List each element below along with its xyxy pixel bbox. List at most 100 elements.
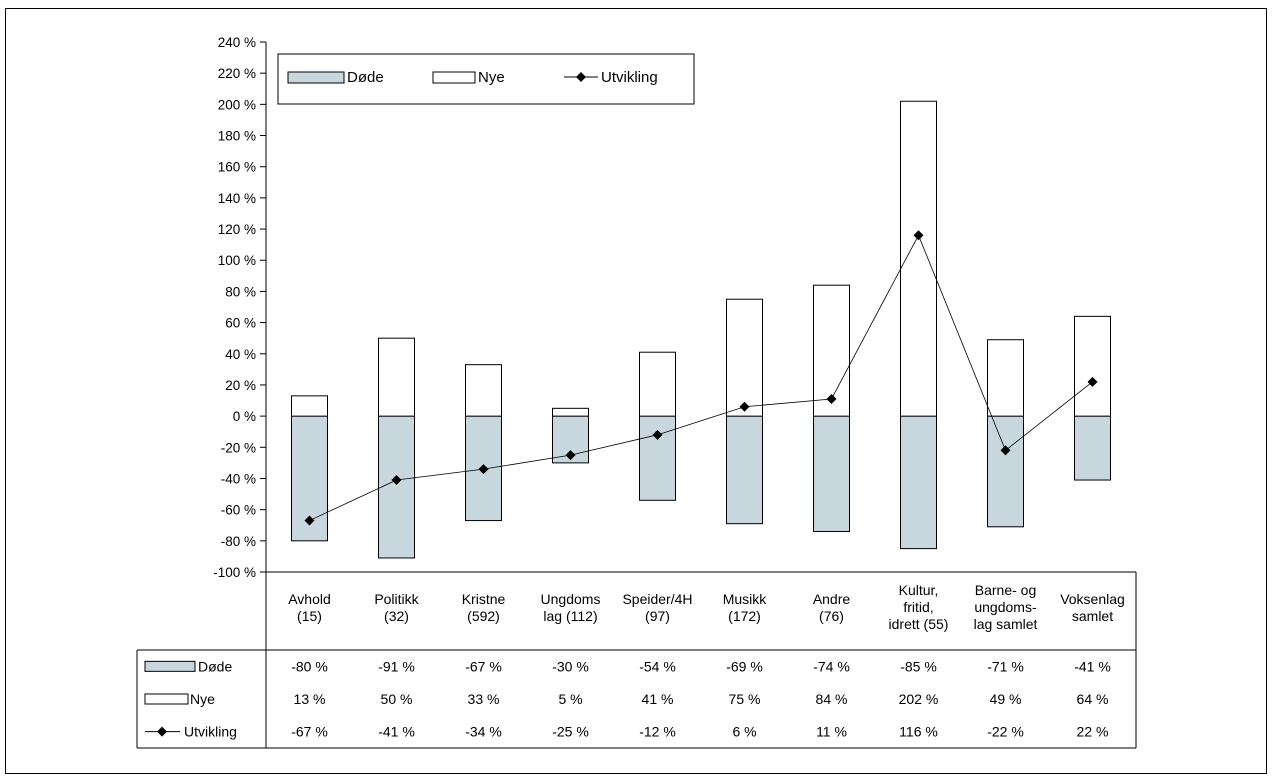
table-cell-utvikling: -12 %: [639, 724, 676, 740]
table-cell-dode: -80 %: [291, 658, 328, 674]
line-utvikling: [309, 234, 1093, 521]
category-label: Kultur,: [899, 582, 939, 598]
table-cell-nye: 33 %: [468, 691, 500, 707]
category-label: Avhold: [288, 591, 331, 607]
y-tick-label: -20 %: [221, 440, 256, 455]
category-label: Voksenlag: [1060, 591, 1125, 607]
table-cell-utvikling: -67 %: [291, 724, 328, 740]
category-label: ungdoms-: [974, 599, 1037, 615]
y-tick-label: -80 %: [221, 534, 256, 549]
category-label: (76): [819, 608, 844, 624]
y-tick-label: 60 %: [225, 316, 256, 331]
bar-nye: [552, 407, 589, 417]
y-tick-label: -40 %: [221, 471, 256, 486]
point-utvikling: [1000, 445, 1011, 456]
table-cell-utvikling: 6 %: [732, 724, 756, 740]
table-cell-dode: -91 %: [378, 658, 415, 674]
table-cell-dode: -54 %: [639, 658, 676, 674]
bar-dode: [378, 415, 415, 559]
bar-dode: [813, 415, 850, 532]
legend-swatch-nye: [432, 71, 476, 84]
table-cell-dode: -85 %: [900, 658, 937, 674]
category-label: Politikk: [374, 591, 419, 607]
y-tick-label: 0 %: [233, 409, 256, 424]
table-cell-nye: 50 %: [381, 691, 413, 707]
table-key-nye: [144, 693, 189, 705]
bar-nye: [378, 337, 415, 417]
point-utvikling: [826, 393, 837, 404]
table-cell-dode: -74 %: [813, 658, 850, 674]
y-tick-label: 160 %: [218, 160, 256, 175]
legend-swatch-dode: [287, 71, 345, 84]
category-label: (592): [467, 608, 500, 624]
point-utvikling: [304, 515, 315, 526]
bar-dode: [900, 415, 937, 550]
category-label: fritid,: [903, 599, 933, 615]
category-label: (97): [645, 608, 670, 624]
category-label: lag samlet: [974, 616, 1038, 632]
y-tick-label: 40 %: [225, 347, 256, 362]
table-cell-dode: -71 %: [987, 658, 1024, 674]
table-cell-nye: 41 %: [642, 691, 674, 707]
table-cell-utvikling: 116 %: [899, 724, 938, 740]
table-rowhead-utvikling: Utvikling: [184, 724, 237, 740]
point-utvikling: [478, 464, 489, 475]
bar-nye: [987, 339, 1024, 417]
table-cell-utvikling: -41 %: [378, 724, 415, 740]
point-utvikling: [1087, 376, 1098, 387]
table-cell-dode: -30 %: [552, 658, 589, 674]
table-cell-nye: 64 %: [1077, 691, 1109, 707]
table-cell-dode: -69 %: [726, 658, 763, 674]
table-rowhead-dode: Døde: [198, 658, 232, 674]
y-tick-label: 200 %: [218, 97, 256, 112]
category-label: (15): [297, 608, 322, 624]
bar-nye: [900, 100, 937, 417]
table-cell-utvikling: -25 %: [552, 724, 589, 740]
bar-nye: [726, 298, 763, 417]
table-key-marker-utvikling: [157, 726, 167, 737]
point-utvikling: [391, 475, 402, 486]
category-label: (172): [728, 608, 761, 624]
category-label: (32): [384, 608, 409, 624]
table-cell-utvikling: -22 %: [987, 724, 1024, 740]
point-utvikling: [652, 429, 663, 440]
bar-dode: [1074, 415, 1111, 481]
table-cell-nye: 49 %: [990, 691, 1022, 707]
table-cell-nye: 5 %: [558, 691, 582, 707]
y-tick-label: 240 %: [218, 35, 256, 50]
y-tick-label: 180 %: [218, 129, 256, 144]
y-tick-label: 20 %: [225, 378, 256, 393]
legend-label-dode: Døde: [347, 69, 384, 86]
table-cell-dode: -41 %: [1074, 658, 1111, 674]
legend-box: [277, 53, 695, 105]
chart-frame: [5, 8, 1267, 774]
table-cell-nye: 202 %: [899, 691, 939, 707]
table-cell-nye: 84 %: [816, 691, 848, 707]
table-cell-dode: -67 %: [465, 658, 502, 674]
table-cell-utvikling: 22 %: [1077, 724, 1109, 740]
bar-nye: [291, 395, 328, 417]
point-utvikling: [565, 450, 576, 461]
category-label: Barne- og: [975, 582, 1036, 598]
table-key-dode: [144, 660, 196, 672]
category-label: Ungdoms: [541, 591, 601, 607]
y-tick-label: 220 %: [218, 66, 256, 81]
table-cell-utvikling: -34 %: [465, 724, 502, 740]
y-tick-label: 140 %: [218, 191, 256, 206]
table-cell-nye: 13 %: [294, 691, 326, 707]
category-label: Andre: [813, 591, 851, 607]
y-tick-label: -100 %: [213, 565, 256, 580]
table-cell-utvikling: 11 %: [816, 724, 847, 740]
y-tick-label: 100 %: [218, 253, 256, 268]
point-utvikling: [739, 401, 750, 412]
table-rowhead-nye: Nye: [190, 691, 215, 707]
category-label: Speider/4H: [622, 591, 692, 607]
bar-dode: [639, 415, 676, 501]
category-label: idrett (55): [889, 616, 949, 632]
bar-dode: [987, 415, 1024, 528]
legend-marker-utvikling: [576, 72, 586, 82]
bar-nye: [465, 364, 502, 417]
category-label: lag (112): [543, 608, 597, 624]
y-tick-label: -60 %: [221, 503, 256, 518]
